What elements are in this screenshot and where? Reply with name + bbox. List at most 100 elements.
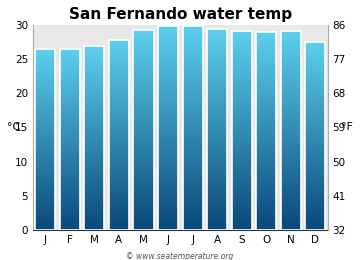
Bar [60, 94, 80, 95]
Bar [109, 220, 129, 221]
Bar [207, 58, 227, 60]
Bar [231, 55, 252, 56]
Bar [109, 135, 129, 136]
Bar [305, 147, 325, 148]
Bar [84, 82, 104, 83]
Bar [84, 48, 104, 49]
Bar [183, 90, 203, 91]
Bar [35, 100, 55, 101]
Bar [84, 65, 104, 66]
Bar [281, 170, 301, 171]
Bar [35, 178, 55, 179]
Bar [256, 195, 276, 196]
Bar [183, 164, 203, 165]
Bar [183, 155, 203, 156]
Bar [109, 169, 129, 170]
Bar [109, 165, 129, 166]
Bar [256, 160, 276, 161]
Bar [231, 118, 252, 119]
Bar [84, 92, 104, 93]
Bar [281, 146, 301, 147]
Bar [305, 219, 325, 220]
Bar [231, 36, 252, 37]
Bar [207, 192, 227, 193]
Bar [305, 140, 325, 141]
Bar [84, 119, 104, 120]
Bar [35, 210, 55, 211]
Bar [60, 167, 80, 168]
Bar [35, 55, 55, 56]
Bar [134, 208, 154, 209]
Bar [231, 183, 252, 184]
Bar [207, 50, 227, 51]
Bar [281, 98, 301, 99]
Bar [109, 52, 129, 53]
Bar [134, 152, 154, 153]
Bar [281, 159, 301, 160]
Bar [60, 69, 80, 70]
Bar [84, 113, 104, 114]
Bar [84, 159, 104, 160]
Bar [35, 49, 55, 50]
Bar [60, 62, 80, 63]
Bar [183, 177, 203, 178]
Bar [35, 207, 55, 208]
Bar [281, 188, 301, 190]
Bar [60, 168, 80, 169]
Bar [256, 108, 276, 109]
Bar [183, 122, 203, 123]
Bar [281, 228, 301, 229]
Bar [60, 229, 80, 230]
Bar [207, 64, 227, 66]
Bar [231, 88, 252, 89]
Bar [256, 180, 276, 181]
Bar [207, 134, 227, 135]
Bar [158, 89, 178, 90]
Bar [281, 209, 301, 210]
Bar [109, 96, 129, 97]
Bar [60, 120, 80, 121]
Bar [84, 183, 104, 184]
Bar [231, 140, 252, 141]
Bar [35, 80, 55, 81]
Bar [183, 95, 203, 96]
Bar [158, 203, 178, 204]
Bar [231, 205, 252, 206]
Bar [256, 110, 276, 111]
Bar [60, 207, 80, 208]
Bar [158, 91, 178, 92]
Bar [84, 217, 104, 218]
Bar [207, 196, 227, 197]
Bar [281, 80, 301, 81]
Bar [305, 63, 325, 64]
Bar [109, 109, 129, 110]
Bar [281, 34, 301, 35]
Bar [109, 110, 129, 111]
Bar [231, 73, 252, 74]
Bar [231, 209, 252, 210]
Bar [158, 116, 178, 117]
Bar [109, 105, 129, 106]
Bar [281, 185, 301, 186]
Bar [207, 225, 227, 226]
Bar [60, 205, 80, 206]
Bar [35, 155, 55, 156]
Bar [109, 139, 129, 140]
Bar [281, 211, 301, 212]
Bar [207, 180, 227, 181]
Bar [256, 146, 276, 147]
Bar [231, 185, 252, 186]
Bar [109, 63, 129, 64]
Bar [207, 194, 227, 195]
Bar [305, 171, 325, 172]
Bar [60, 185, 80, 186]
Bar [134, 229, 154, 230]
Bar [207, 118, 227, 119]
Bar [207, 113, 227, 114]
Bar [231, 108, 252, 109]
Bar [134, 181, 154, 182]
Bar [207, 83, 227, 84]
Bar [60, 137, 80, 138]
Bar [35, 115, 55, 116]
Bar [158, 36, 178, 37]
